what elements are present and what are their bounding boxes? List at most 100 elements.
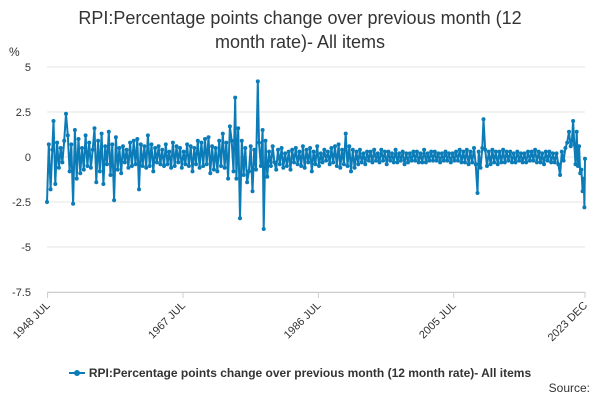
data-point: [142, 144, 147, 149]
data-point: [473, 162, 478, 167]
data-point: [547, 149, 552, 154]
data-point: [162, 164, 166, 168]
data-point: [529, 149, 534, 154]
data-point: [239, 138, 244, 143]
data-point: [454, 149, 459, 154]
source-label: Source:: [548, 381, 590, 395]
data-point: [520, 160, 525, 165]
data-point: [238, 216, 242, 221]
data-point: [513, 160, 518, 165]
data-point: [501, 147, 506, 152]
data-point: [499, 160, 504, 165]
data-point: [406, 160, 410, 165]
data-point: [188, 144, 193, 149]
data-point: [67, 169, 72, 174]
data-point: [347, 144, 352, 149]
data-point: [263, 138, 268, 143]
data-point: [255, 79, 260, 84]
data-point: [563, 146, 568, 150]
data-point: [340, 147, 345, 152]
data-point: [46, 142, 51, 147]
data-point: [60, 160, 65, 165]
data-point: [359, 160, 364, 165]
data-point: [423, 160, 428, 165]
data-point: [268, 164, 273, 168]
data-point: [333, 144, 337, 149]
y-tick-label: -2.5: [12, 197, 31, 209]
data-point: [167, 149, 172, 154]
data-point: [51, 119, 56, 123]
data-point: [160, 147, 165, 152]
data-point: [145, 133, 150, 138]
data-point: [226, 176, 231, 181]
data-point: [416, 160, 421, 165]
data-point: [511, 151, 516, 156]
data-point: [88, 165, 93, 170]
data-point: [422, 147, 427, 152]
legend-label: RPI:Percentage points change over previo…: [88, 366, 532, 380]
data-point: [211, 167, 216, 172]
data-point: [540, 151, 545, 156]
data-point: [279, 146, 284, 150]
data-point: [195, 138, 200, 143]
data-point: [361, 151, 366, 156]
data-point: [297, 149, 302, 154]
data-point: [178, 146, 182, 150]
data-point: [315, 144, 320, 149]
data-point: [192, 146, 197, 150]
data-point: [574, 129, 579, 134]
data-point: [169, 165, 174, 170]
data-point: [110, 142, 115, 147]
data-point: [432, 149, 437, 154]
data-point: [69, 142, 74, 147]
data-point: [436, 151, 441, 156]
data-point: [277, 162, 282, 167]
data-point: [158, 162, 163, 167]
data-point: [386, 149, 391, 154]
data-point: [375, 151, 380, 156]
data-point: [464, 147, 469, 152]
data-point: [181, 149, 186, 154]
data-point: [434, 158, 439, 163]
data-point: [156, 144, 161, 149]
series-line: [46, 80, 586, 230]
data-point: [281, 165, 286, 170]
data-point: [483, 147, 488, 152]
data-point: [144, 165, 149, 170]
data-point: [204, 162, 209, 167]
data-point: [101, 182, 106, 186]
data-point: [518, 151, 523, 156]
data-point: [217, 138, 222, 143]
data-point: [463, 160, 467, 165]
data-point: [241, 173, 246, 177]
data-point: [128, 140, 133, 145]
data-point: [365, 149, 370, 154]
data-point: [407, 151, 412, 156]
data-point: [292, 160, 296, 165]
data-point: [233, 95, 238, 100]
data-point: [267, 149, 272, 154]
data-point: [81, 167, 86, 172]
data-point: [197, 165, 202, 170]
data-point: [99, 131, 104, 136]
data-point: [495, 162, 500, 167]
data-point: [472, 146, 476, 150]
data-point: [245, 180, 250, 185]
data-point: [138, 142, 143, 147]
data-point: [488, 162, 493, 167]
data-point: [179, 165, 184, 170]
data-point: [450, 151, 455, 156]
legend-symbol-icon: [68, 368, 85, 378]
data-point: [327, 162, 332, 167]
data-point: [250, 189, 255, 194]
data-point: [96, 138, 101, 143]
data-point: [222, 165, 227, 170]
data-point: [345, 164, 350, 168]
y-tick-label: -7.5: [12, 287, 31, 299]
data-point: [258, 164, 263, 168]
data-point: [176, 160, 181, 165]
data-point: [48, 187, 53, 192]
legend[interactable]: RPI:Percentage points change over previo…: [0, 364, 600, 382]
data-point: [443, 149, 448, 154]
